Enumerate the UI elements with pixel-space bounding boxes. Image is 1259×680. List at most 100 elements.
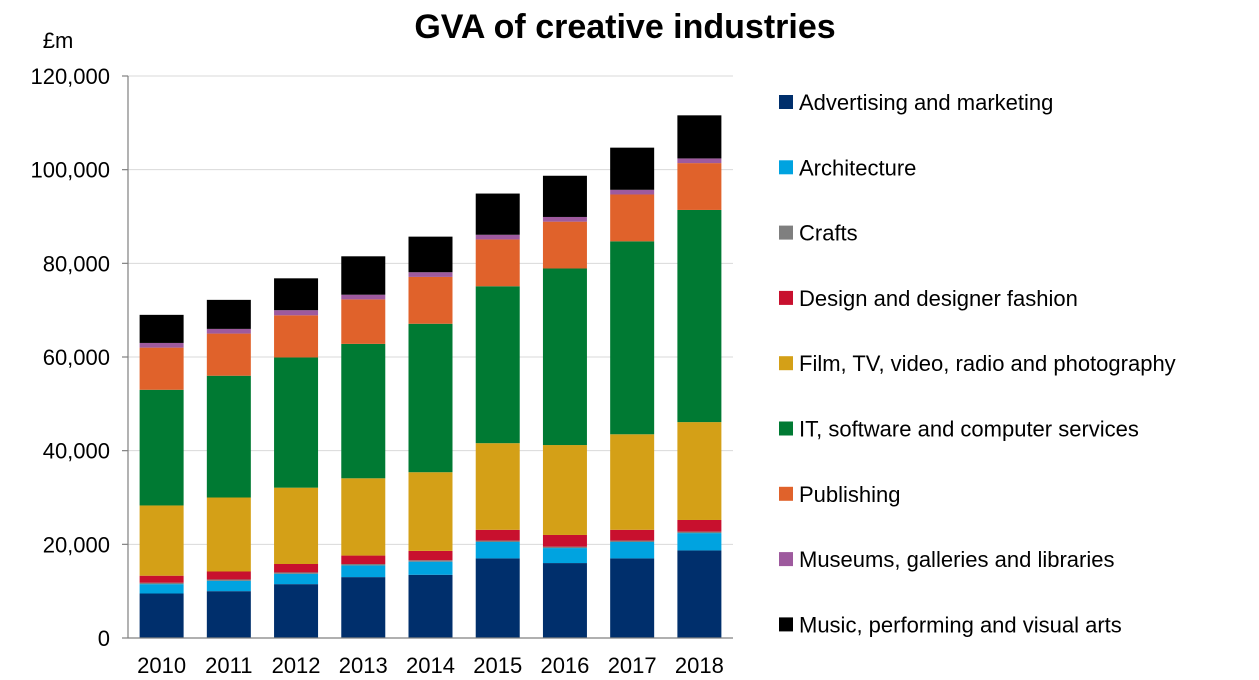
legend-swatch (779, 160, 793, 175)
bar-segment (475, 193, 520, 235)
bar-segment (475, 558, 520, 638)
bar-segment (610, 540, 655, 542)
bar-segment (677, 550, 722, 638)
bar-segment (677, 531, 722, 534)
bar-segment (542, 216, 587, 222)
bar-segment (341, 343, 386, 479)
x-tick-label: 2010 (137, 653, 186, 678)
bar-segment (139, 575, 184, 583)
bar-segment (542, 175, 587, 217)
bar-segment (610, 529, 655, 541)
bar-segment (475, 529, 520, 541)
y-tick-label: 120,000 (30, 64, 110, 89)
bar-segment (206, 497, 251, 572)
bar-segment (542, 563, 587, 638)
x-tick-label: 2012 (272, 653, 321, 678)
bar-segment (610, 558, 655, 638)
bar-segment (206, 328, 251, 334)
bar-segment (408, 236, 453, 273)
bar-segment (408, 323, 453, 473)
x-tick-label: 2015 (473, 653, 522, 678)
bar-segment (206, 580, 251, 592)
bar-segment (542, 445, 587, 535)
legend-swatch (779, 617, 793, 632)
bar-segment (206, 571, 251, 580)
bar-segment (542, 268, 587, 446)
bar-segment (341, 294, 386, 300)
bar-segment (610, 194, 655, 242)
bar-segment (542, 548, 587, 564)
bar-segment (139, 347, 184, 390)
legend: Advertising and marketing Architecture Cra… (779, 90, 1176, 637)
bar-segment (677, 158, 722, 164)
y-axis-unit-label: £m (43, 28, 74, 53)
bar-segment (341, 564, 386, 566)
bar-segment (341, 555, 386, 565)
bar-segment (139, 505, 184, 576)
bar-segment (610, 434, 655, 530)
bar-segment (274, 573, 319, 585)
bar-segment (206, 591, 251, 638)
bar-segment (408, 472, 453, 551)
bar-segment (274, 572, 319, 574)
bar-segment (408, 550, 453, 561)
bar-segment (274, 278, 319, 311)
bar-segment (408, 561, 453, 575)
bar-segment (139, 342, 184, 348)
bar-segment (677, 163, 722, 210)
y-tick-labels: 0 20,000 40,000 60,000 80,000 100,000 120,000 (30, 64, 110, 651)
legend-label: Crafts (799, 221, 858, 246)
bar-segment (475, 286, 520, 444)
axes (122, 75, 733, 639)
x-tick-labels: 2010 2011 2012 2013 2014 2015 2016 2017 2018 (137, 653, 724, 678)
bar-segment (341, 299, 386, 344)
legend-label: Museums, galleries and libraries (799, 547, 1114, 572)
x-tick-label: 2018 (675, 653, 724, 678)
bar-segment (274, 487, 319, 565)
bar-segment (206, 579, 251, 581)
legend-swatch (779, 552, 793, 567)
bar-segment (206, 299, 251, 329)
legend-swatch (779, 356, 793, 371)
bar-segment (610, 541, 655, 559)
x-tick-label: 2013 (339, 653, 388, 678)
bar-segment (475, 541, 520, 559)
bar-segment (610, 147, 655, 190)
x-tick-label: 2014 (406, 653, 455, 678)
y-tick-label: 100,000 (30, 158, 110, 183)
legend-label: Music, performing and visual arts (799, 612, 1122, 637)
legend-swatch (779, 95, 793, 109)
bar-segment (341, 577, 386, 638)
bar-segment (139, 593, 184, 638)
legend-label: IT, software and computer services (799, 417, 1139, 442)
bar-segment (274, 584, 319, 638)
legend-swatch (779, 421, 793, 436)
bar-segment (341, 478, 386, 556)
bar-segment (677, 519, 722, 532)
legend-swatch (779, 486, 793, 501)
bar-segment (475, 443, 520, 530)
bar-segment (475, 540, 520, 542)
bar-segment (206, 333, 251, 376)
y-tick-label: 20,000 (43, 532, 110, 557)
bar-segment (341, 565, 386, 578)
y-tick-label: 80,000 (43, 251, 110, 276)
bar-segment (139, 584, 184, 594)
x-tick-label: 2017 (608, 653, 657, 678)
x-tick-label: 2011 (205, 653, 252, 678)
legend-swatch (779, 290, 793, 305)
legend-label: Film, TV, video, radio and photography (799, 351, 1176, 376)
bar-segment (341, 256, 386, 295)
bar-segment (408, 560, 453, 562)
bar-segment (542, 546, 587, 549)
legend-label: Architecture (799, 155, 916, 180)
bar-segment (542, 534, 587, 547)
bar-segment (206, 375, 251, 498)
bar-segment (274, 357, 319, 488)
bar-segment (677, 422, 722, 520)
chart-title: GVA of creative industries (414, 8, 835, 46)
bar-segment (475, 234, 520, 240)
x-tick-label: 2016 (540, 653, 589, 678)
bar-segment (677, 533, 722, 551)
bar-segment (274, 564, 319, 573)
